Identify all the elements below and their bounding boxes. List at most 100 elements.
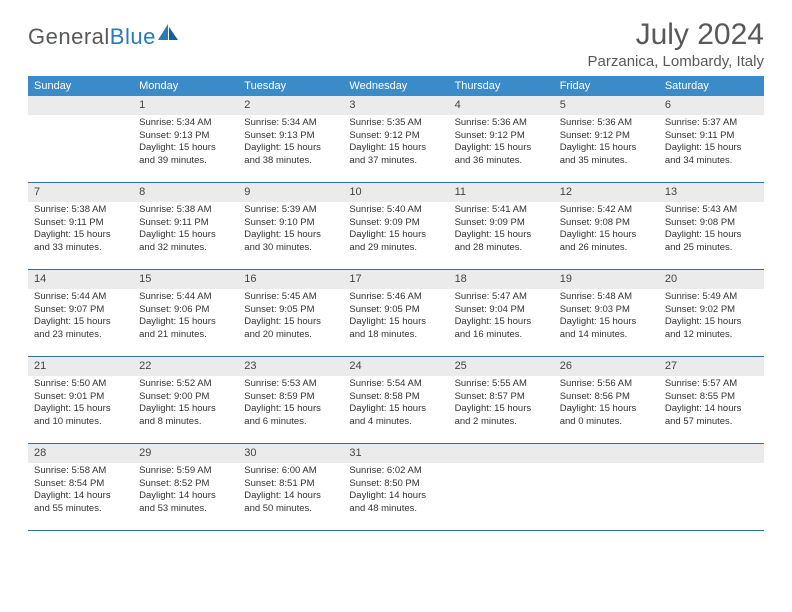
header: GeneralBlue July 2024 Parzanica, Lombard… bbox=[28, 18, 764, 70]
day-details: Sunrise: 6:00 AMSunset: 8:51 PMDaylight:… bbox=[238, 463, 343, 516]
day-number bbox=[659, 444, 764, 463]
sunrise-text: Sunrise: 5:50 AM bbox=[34, 378, 127, 391]
day-details: Sunrise: 5:59 AMSunset: 8:52 PMDaylight:… bbox=[133, 463, 238, 516]
daylight-text: Daylight: 15 hours and 2 minutes. bbox=[455, 403, 548, 429]
day-number: 15 bbox=[133, 270, 238, 289]
daylight-text: Daylight: 15 hours and 39 minutes. bbox=[139, 142, 232, 168]
calendar-day-cell: 20Sunrise: 5:49 AMSunset: 9:02 PMDayligh… bbox=[659, 270, 764, 357]
sunset-text: Sunset: 9:09 PM bbox=[455, 217, 548, 230]
title-block: July 2024 Parzanica, Lombardy, Italy bbox=[588, 18, 764, 70]
day-details: Sunrise: 5:36 AMSunset: 9:12 PMDaylight:… bbox=[449, 115, 554, 168]
sunrise-text: Sunrise: 5:58 AM bbox=[34, 465, 127, 478]
daylight-text: Daylight: 15 hours and 30 minutes. bbox=[244, 229, 337, 255]
daylight-text: Daylight: 15 hours and 6 minutes. bbox=[244, 403, 337, 429]
calendar-day-cell: 11Sunrise: 5:41 AMSunset: 9:09 PMDayligh… bbox=[449, 183, 554, 270]
daylight-text: Daylight: 15 hours and 14 minutes. bbox=[560, 316, 653, 342]
daylight-text: Daylight: 15 hours and 36 minutes. bbox=[455, 142, 548, 168]
daylight-text: Daylight: 15 hours and 28 minutes. bbox=[455, 229, 548, 255]
calendar-table: Sunday Monday Tuesday Wednesday Thursday… bbox=[28, 76, 764, 531]
sunset-text: Sunset: 9:00 PM bbox=[139, 391, 232, 404]
calendar-day-cell: 15Sunrise: 5:44 AMSunset: 9:06 PMDayligh… bbox=[133, 270, 238, 357]
day-details: Sunrise: 5:50 AMSunset: 9:01 PMDaylight:… bbox=[28, 376, 133, 429]
sunrise-text: Sunrise: 5:45 AM bbox=[244, 291, 337, 304]
calendar-day-cell: 24Sunrise: 5:54 AMSunset: 8:58 PMDayligh… bbox=[343, 357, 448, 444]
calendar-day-cell: 4Sunrise: 5:36 AMSunset: 9:12 PMDaylight… bbox=[449, 96, 554, 183]
day-details: Sunrise: 5:40 AMSunset: 9:09 PMDaylight:… bbox=[343, 202, 448, 255]
calendar-day-cell: 13Sunrise: 5:43 AMSunset: 9:08 PMDayligh… bbox=[659, 183, 764, 270]
day-number: 9 bbox=[238, 183, 343, 202]
day-details: Sunrise: 5:44 AMSunset: 9:06 PMDaylight:… bbox=[133, 289, 238, 342]
sunset-text: Sunset: 9:12 PM bbox=[349, 130, 442, 143]
day-details: Sunrise: 5:38 AMSunset: 9:11 PMDaylight:… bbox=[133, 202, 238, 255]
weekday-header: Wednesday bbox=[343, 76, 448, 96]
day-number: 27 bbox=[659, 357, 764, 376]
sunset-text: Sunset: 8:55 PM bbox=[665, 391, 758, 404]
daylight-text: Daylight: 15 hours and 32 minutes. bbox=[139, 229, 232, 255]
weekday-header-row: Sunday Monday Tuesday Wednesday Thursday… bbox=[28, 76, 764, 96]
daylight-text: Daylight: 15 hours and 20 minutes. bbox=[244, 316, 337, 342]
weekday-header: Sunday bbox=[28, 76, 133, 96]
sunrise-text: Sunrise: 5:36 AM bbox=[455, 117, 548, 130]
day-number bbox=[28, 96, 133, 115]
location-text: Parzanica, Lombardy, Italy bbox=[588, 53, 764, 70]
day-details: Sunrise: 5:45 AMSunset: 9:05 PMDaylight:… bbox=[238, 289, 343, 342]
day-number: 11 bbox=[449, 183, 554, 202]
sunset-text: Sunset: 9:11 PM bbox=[665, 130, 758, 143]
day-details: Sunrise: 5:49 AMSunset: 9:02 PMDaylight:… bbox=[659, 289, 764, 342]
day-details: Sunrise: 5:37 AMSunset: 9:11 PMDaylight:… bbox=[659, 115, 764, 168]
calendar-day-cell: 23Sunrise: 5:53 AMSunset: 8:59 PMDayligh… bbox=[238, 357, 343, 444]
day-number: 14 bbox=[28, 270, 133, 289]
daylight-text: Daylight: 15 hours and 10 minutes. bbox=[34, 403, 127, 429]
sunrise-text: Sunrise: 5:34 AM bbox=[244, 117, 337, 130]
day-details: Sunrise: 5:57 AMSunset: 8:55 PMDaylight:… bbox=[659, 376, 764, 429]
weekday-header: Tuesday bbox=[238, 76, 343, 96]
sunset-text: Sunset: 9:01 PM bbox=[34, 391, 127, 404]
sunset-text: Sunset: 9:12 PM bbox=[560, 130, 653, 143]
sunset-text: Sunset: 8:57 PM bbox=[455, 391, 548, 404]
sunrise-text: Sunrise: 5:53 AM bbox=[244, 378, 337, 391]
sunset-text: Sunset: 9:10 PM bbox=[244, 217, 337, 230]
daylight-text: Daylight: 15 hours and 0 minutes. bbox=[560, 403, 653, 429]
calendar-day-cell bbox=[28, 96, 133, 183]
daylight-text: Daylight: 15 hours and 4 minutes. bbox=[349, 403, 442, 429]
calendar-day-cell: 2Sunrise: 5:34 AMSunset: 9:13 PMDaylight… bbox=[238, 96, 343, 183]
calendar-day-cell: 6Sunrise: 5:37 AMSunset: 9:11 PMDaylight… bbox=[659, 96, 764, 183]
daylight-text: Daylight: 15 hours and 37 minutes. bbox=[349, 142, 442, 168]
daylight-text: Daylight: 15 hours and 12 minutes. bbox=[665, 316, 758, 342]
sunrise-text: Sunrise: 5:48 AM bbox=[560, 291, 653, 304]
day-number: 26 bbox=[554, 357, 659, 376]
calendar-day-cell: 18Sunrise: 5:47 AMSunset: 9:04 PMDayligh… bbox=[449, 270, 554, 357]
weekday-header: Saturday bbox=[659, 76, 764, 96]
sunset-text: Sunset: 9:11 PM bbox=[34, 217, 127, 230]
sunset-text: Sunset: 9:11 PM bbox=[139, 217, 232, 230]
sunset-text: Sunset: 8:51 PM bbox=[244, 478, 337, 491]
day-details: Sunrise: 5:42 AMSunset: 9:08 PMDaylight:… bbox=[554, 202, 659, 255]
sunset-text: Sunset: 8:56 PM bbox=[560, 391, 653, 404]
day-number: 1 bbox=[133, 96, 238, 115]
sunrise-text: Sunrise: 5:44 AM bbox=[34, 291, 127, 304]
sunrise-text: Sunrise: 5:38 AM bbox=[139, 204, 232, 217]
calendar-day-cell: 19Sunrise: 5:48 AMSunset: 9:03 PMDayligh… bbox=[554, 270, 659, 357]
day-number: 10 bbox=[343, 183, 448, 202]
calendar-day-cell: 7Sunrise: 5:38 AMSunset: 9:11 PMDaylight… bbox=[28, 183, 133, 270]
calendar-day-cell: 10Sunrise: 5:40 AMSunset: 9:09 PMDayligh… bbox=[343, 183, 448, 270]
calendar-day-cell: 16Sunrise: 5:45 AMSunset: 9:05 PMDayligh… bbox=[238, 270, 343, 357]
day-details: Sunrise: 5:58 AMSunset: 8:54 PMDaylight:… bbox=[28, 463, 133, 516]
sunset-text: Sunset: 9:13 PM bbox=[139, 130, 232, 143]
calendar-day-cell bbox=[554, 444, 659, 531]
day-number: 30 bbox=[238, 444, 343, 463]
calendar-day-cell: 21Sunrise: 5:50 AMSunset: 9:01 PMDayligh… bbox=[28, 357, 133, 444]
sunrise-text: Sunrise: 5:59 AM bbox=[139, 465, 232, 478]
sunset-text: Sunset: 9:08 PM bbox=[665, 217, 758, 230]
day-number: 21 bbox=[28, 357, 133, 376]
sunset-text: Sunset: 9:09 PM bbox=[349, 217, 442, 230]
calendar-day-cell: 22Sunrise: 5:52 AMSunset: 9:00 PMDayligh… bbox=[133, 357, 238, 444]
daylight-text: Daylight: 14 hours and 50 minutes. bbox=[244, 490, 337, 516]
daylight-text: Daylight: 14 hours and 55 minutes. bbox=[34, 490, 127, 516]
sunset-text: Sunset: 8:50 PM bbox=[349, 478, 442, 491]
calendar-day-cell bbox=[449, 444, 554, 531]
day-number bbox=[449, 444, 554, 463]
calendar-week-row: 1Sunrise: 5:34 AMSunset: 9:13 PMDaylight… bbox=[28, 96, 764, 183]
calendar-week-row: 14Sunrise: 5:44 AMSunset: 9:07 PMDayligh… bbox=[28, 270, 764, 357]
day-details: Sunrise: 5:39 AMSunset: 9:10 PMDaylight:… bbox=[238, 202, 343, 255]
